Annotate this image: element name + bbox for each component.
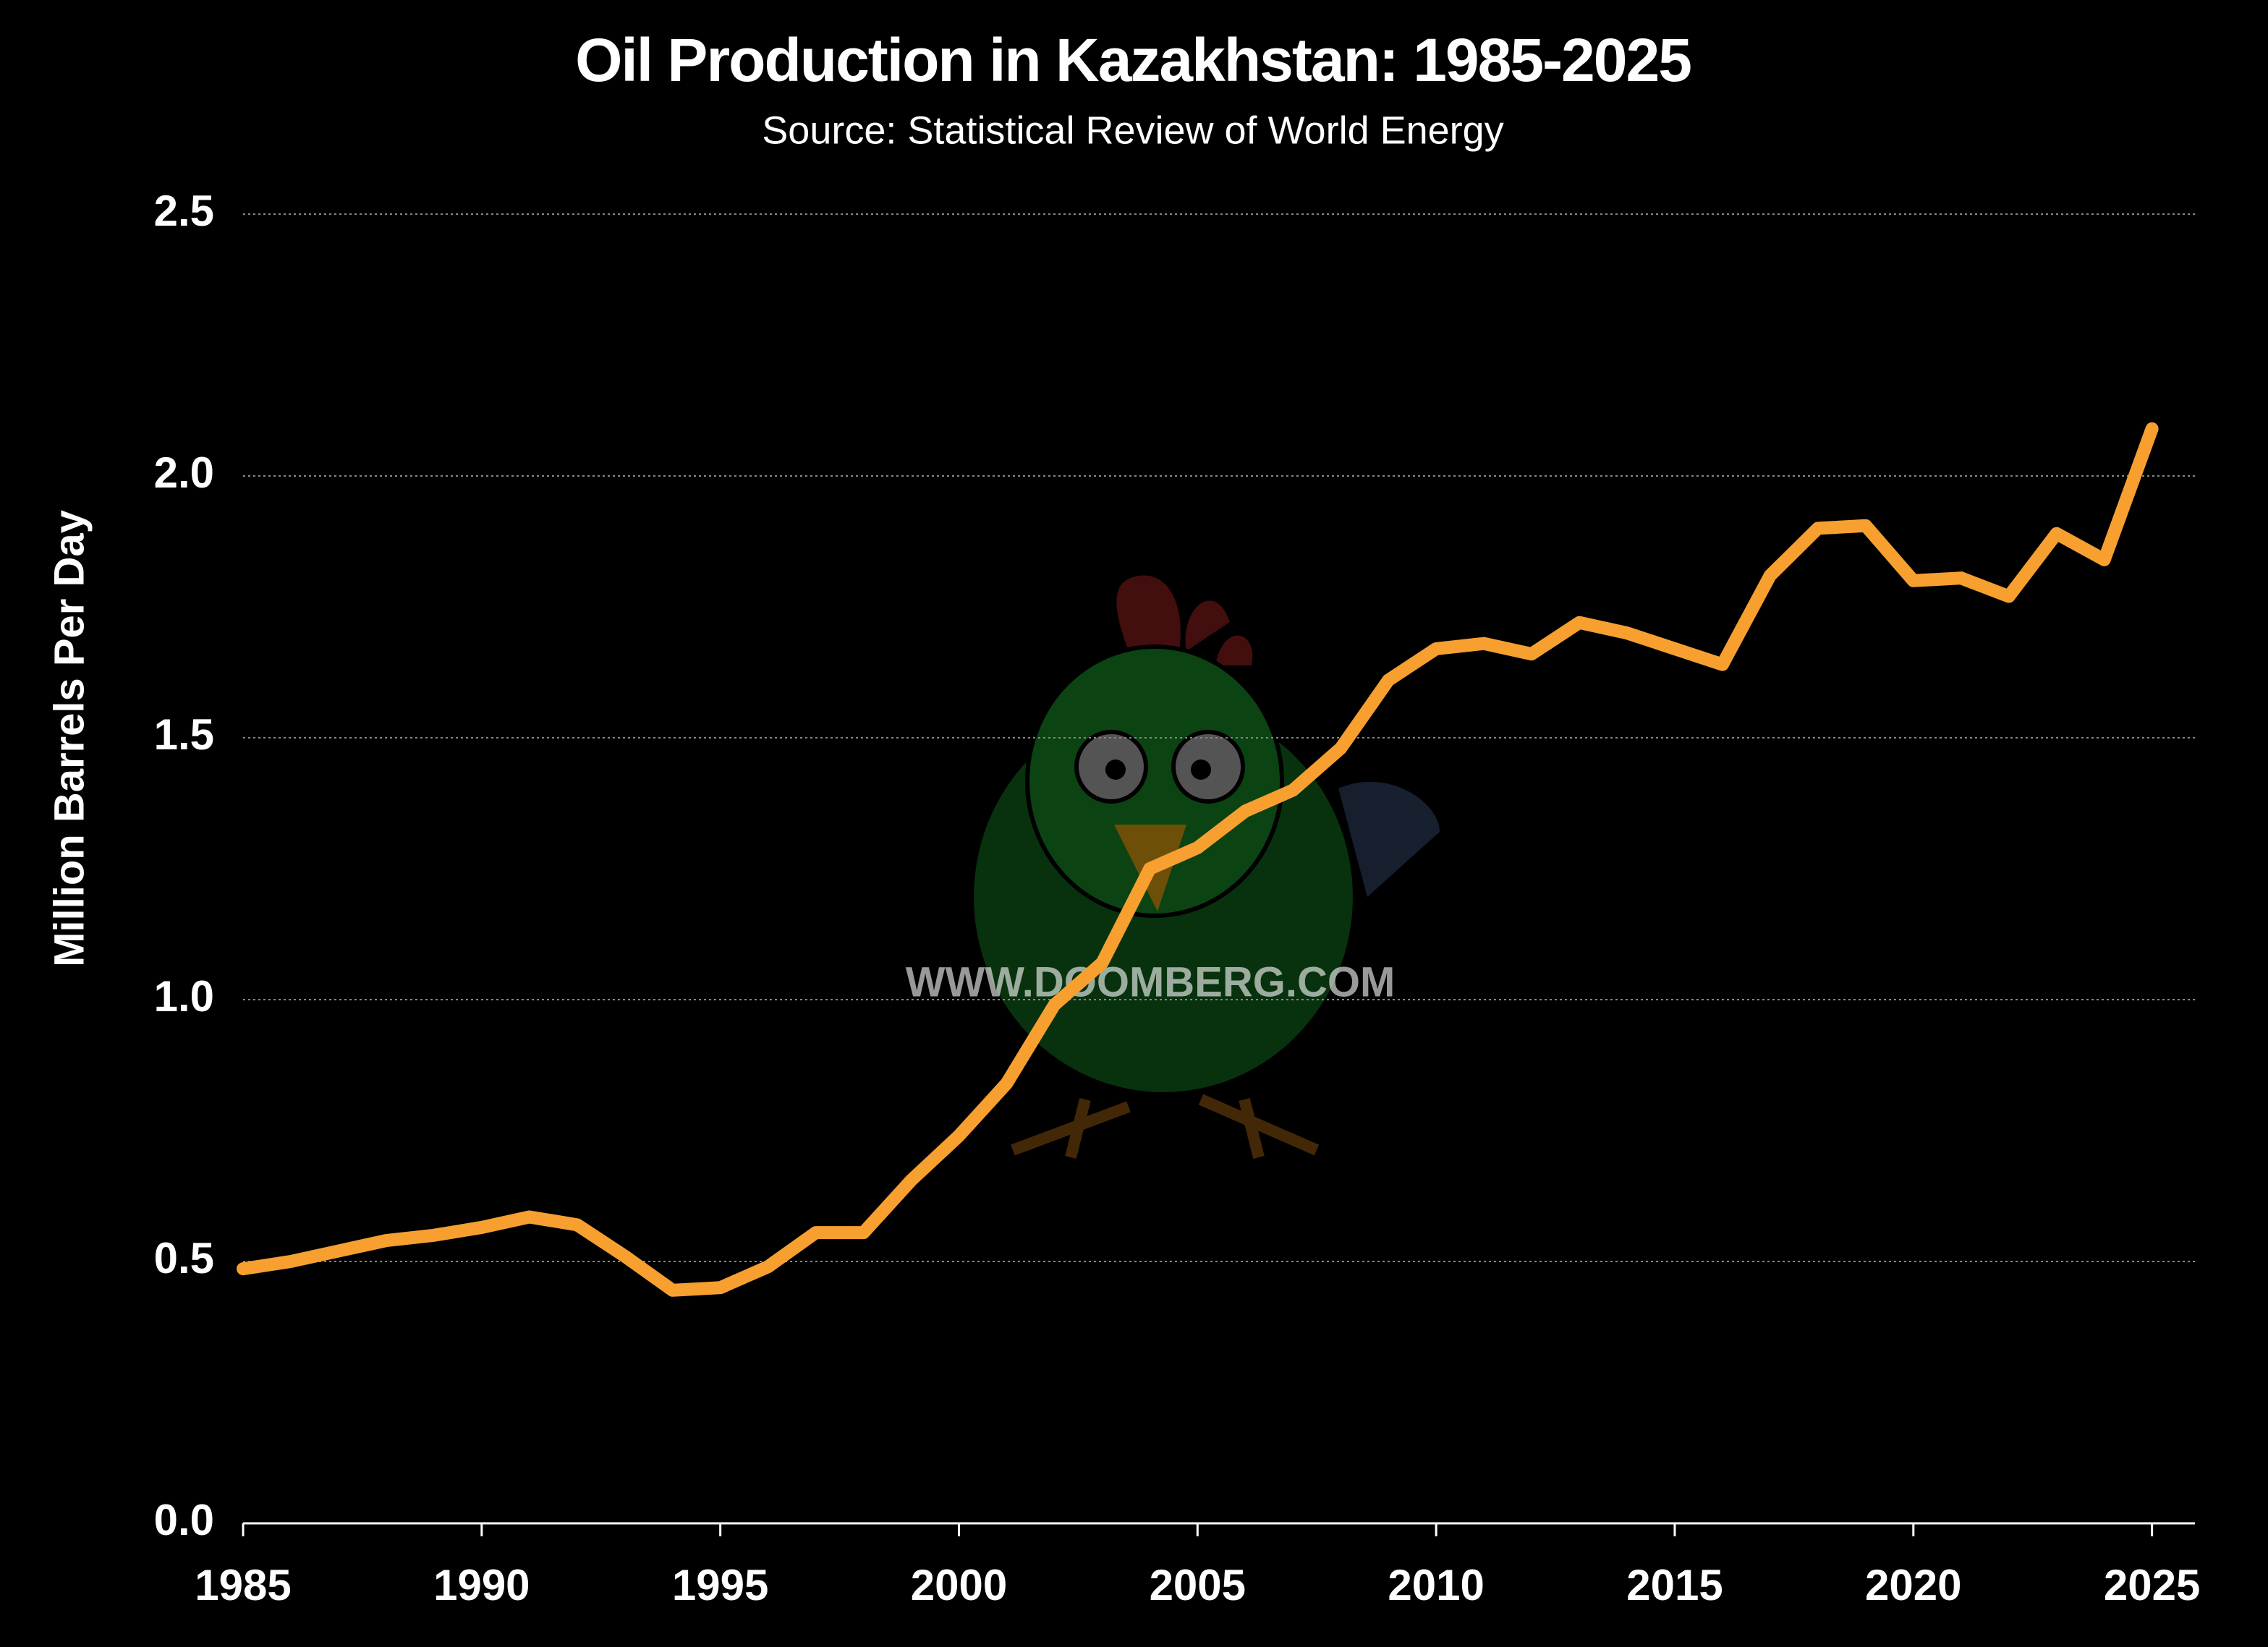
- x-tick-label: 1990: [433, 1561, 530, 1609]
- x-tick-label: 2010: [1388, 1561, 1484, 1609]
- x-tick-label: 2025: [2104, 1561, 2200, 1609]
- y-axis-label: Million Barrels Per Day: [46, 510, 93, 967]
- data-line: [237, 422, 2159, 1297]
- x-tick-label: 2020: [1865, 1561, 1961, 1609]
- x-tick-label: 1995: [672, 1561, 768, 1609]
- chart-subtitle: Source: Statistical Review of World Ener…: [762, 108, 1503, 152]
- y-tick-label: 1.5: [154, 710, 214, 759]
- y-tick-label: 2.0: [154, 448, 214, 497]
- x-tick-label: 2015: [1626, 1561, 1723, 1609]
- x-tick-label: 1985: [195, 1561, 291, 1609]
- watermark: WWW.DOOMBERG.COM: [906, 958, 1396, 1005]
- y-tick-label: 0.0: [154, 1496, 214, 1544]
- chart-title: Oil Production in Kazakhstan: 1985-2025: [575, 26, 1691, 94]
- x-tick-label: 2000: [911, 1561, 1007, 1609]
- y-tick-label: 1.0: [154, 972, 214, 1021]
- x-tick-label: 2005: [1150, 1561, 1246, 1609]
- y-tick-label: 2.5: [154, 187, 214, 235]
- y-tick-label: 0.5: [154, 1234, 214, 1282]
